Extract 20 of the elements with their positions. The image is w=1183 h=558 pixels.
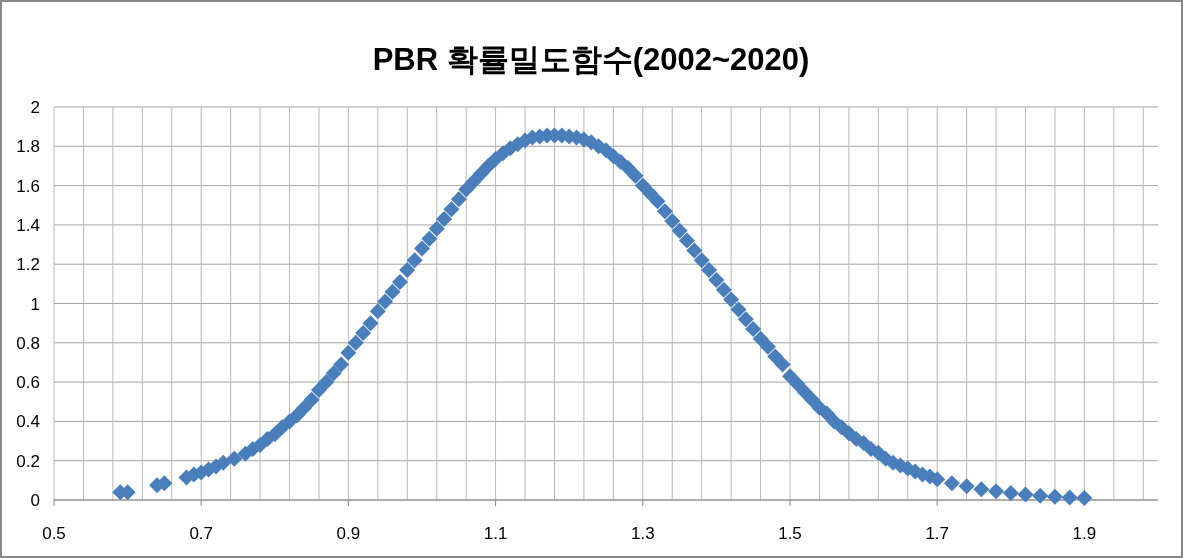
y-tick-label: 0.8 bbox=[16, 333, 40, 353]
y-tick-label: 1.8 bbox=[16, 137, 40, 157]
y-tick-label: 0 bbox=[30, 491, 40, 510]
y-tick-label: 1 bbox=[30, 294, 40, 314]
x-tick-label: 1.9 bbox=[1072, 524, 1097, 543]
y-tick-label: 1.6 bbox=[16, 176, 40, 196]
x-tick-label: 1.3 bbox=[630, 524, 655, 543]
y-tick-label: 0.2 bbox=[16, 451, 40, 471]
x-tick-label: 0.7 bbox=[189, 524, 214, 543]
x-tick-label: 1.5 bbox=[778, 524, 802, 543]
y-tick-label: 1.2 bbox=[16, 255, 40, 275]
y-tick-label: 2 bbox=[30, 98, 40, 117]
y-tick-label: 0.6 bbox=[16, 373, 40, 393]
title: PBR 확률밀도함수(2002~2020) bbox=[372, 42, 810, 77]
y-tick-label: 0.4 bbox=[16, 412, 40, 432]
y-tick-label: 1.4 bbox=[16, 215, 40, 235]
x-tick-label: 0.9 bbox=[336, 524, 361, 543]
x-tick-label: 0.5 bbox=[42, 524, 66, 543]
x-tick-label: 1.7 bbox=[925, 524, 950, 543]
x-tick-label: 1.1 bbox=[483, 524, 508, 543]
